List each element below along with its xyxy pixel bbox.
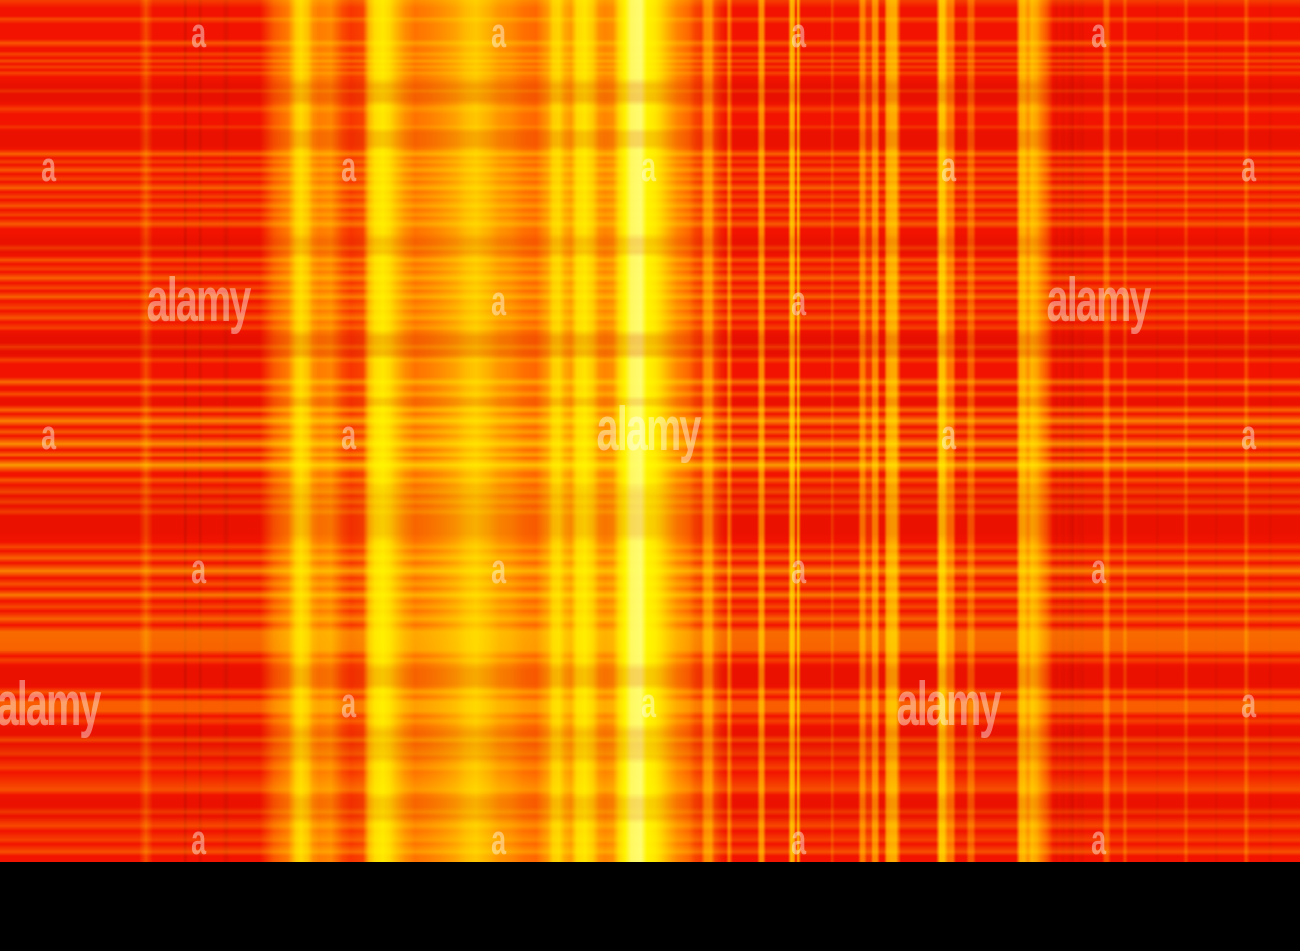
watermark-a: a <box>941 143 956 190</box>
horizontal-light-lines-layer <box>0 0 1300 862</box>
watermark-a: a <box>941 411 956 458</box>
watermark-a: a <box>491 545 506 592</box>
watermark-a: a <box>1091 816 1106 863</box>
watermark-a: a <box>41 143 56 190</box>
watermark-alamy: alamy <box>896 670 1002 739</box>
watermark-a: a <box>791 545 806 592</box>
watermark-alamy: alamy <box>0 670 101 739</box>
watermark-alamy: alamy <box>1046 266 1152 335</box>
watermark-layer: a a a a a a a a a alamy a a alamy a a alamy a a a a a a alamy a… <box>0 9 1256 863</box>
watermark-a: a <box>1091 545 1106 592</box>
watermark-a: a <box>1241 411 1256 458</box>
abstract-artwork: a a a a a a a a a alamy a a alamy a a alamy a a a a a a alamy a… <box>0 0 1300 862</box>
watermark-a: a <box>191 545 206 592</box>
watermark-a: a <box>791 9 806 56</box>
watermark-a: a <box>1091 9 1106 56</box>
watermark-a: a <box>791 277 806 324</box>
watermark-a: a <box>641 143 656 190</box>
watermark-a: a <box>341 411 356 458</box>
watermark-a: a <box>341 679 356 726</box>
watermark-a: a <box>491 9 506 56</box>
watermark-a: a <box>491 277 506 324</box>
watermark-a: a <box>791 816 806 863</box>
watermark-alamy: alamy <box>146 266 252 335</box>
watermark-a: a <box>641 679 656 726</box>
watermark-alamy: alamy <box>596 395 702 464</box>
horizontal-dark-bands-layer <box>0 0 1300 862</box>
alamy-footer-bar: alamy Image ID: ED5BTA www.alamy.com <box>0 862 1300 951</box>
watermark-a: a <box>191 816 206 863</box>
watermark-a: a <box>191 9 206 56</box>
watermark-a: a <box>341 143 356 190</box>
watermark-a: a <box>41 411 56 458</box>
watermark-a: a <box>1241 679 1256 726</box>
watermark-a: a <box>1241 143 1256 190</box>
watermark-a: a <box>491 816 506 863</box>
